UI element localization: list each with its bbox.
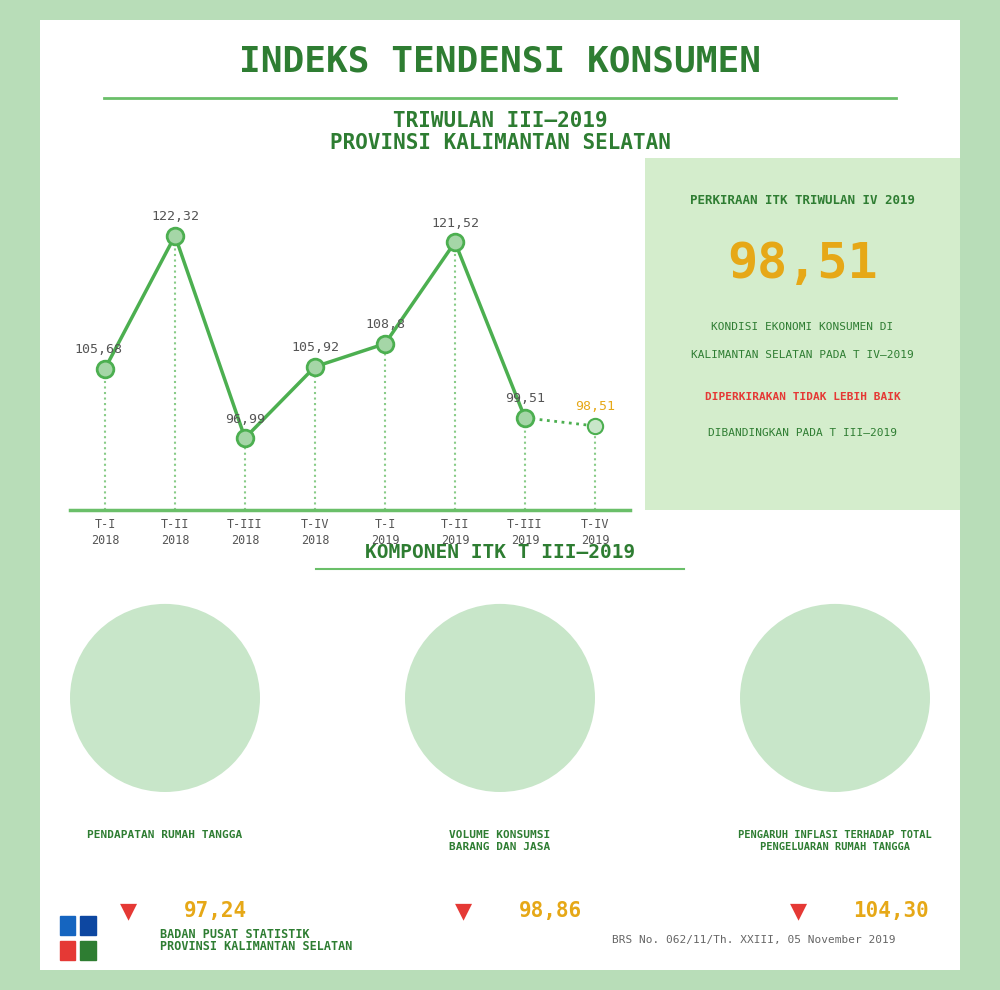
Text: DIPERKIRAKAN TIDAK LEBIH BAIK: DIPERKIRAKAN TIDAK LEBIH BAIK bbox=[705, 392, 900, 402]
Text: 96,99: 96,99 bbox=[225, 413, 265, 426]
Bar bbox=[80, 940, 96, 960]
Text: 104,30: 104,30 bbox=[853, 901, 929, 921]
Text: 99,51: 99,51 bbox=[505, 392, 545, 406]
Text: BADAN PUSAT STATISTIK: BADAN PUSAT STATISTIK bbox=[160, 928, 309, 940]
Text: INDEKS TENDENSI KONSUMEN: INDEKS TENDENSI KONSUMEN bbox=[239, 45, 761, 78]
Text: PENDAPATAN RUMAH TANGGA: PENDAPATAN RUMAH TANGGA bbox=[87, 830, 243, 841]
Ellipse shape bbox=[740, 604, 930, 792]
Text: 97,24: 97,24 bbox=[183, 901, 247, 921]
Text: 108,8: 108,8 bbox=[365, 318, 405, 332]
Text: PENGARUH INFLASI TERHADAP TOTAL
PENGELUARAN RUMAH TANGGA: PENGARUH INFLASI TERHADAP TOTAL PENGELUA… bbox=[738, 830, 932, 851]
Bar bbox=[60, 940, 75, 960]
Text: 98,86: 98,86 bbox=[518, 901, 582, 921]
Bar bbox=[60, 917, 75, 936]
Text: KONDISI EKONOMI KONSUMEN DI: KONDISI EKONOMI KONSUMEN DI bbox=[711, 322, 894, 332]
Text: ▼: ▼ bbox=[120, 901, 137, 921]
Text: KALIMANTAN SELATAN PADA T IV—2019: KALIMANTAN SELATAN PADA T IV—2019 bbox=[691, 350, 914, 360]
FancyBboxPatch shape bbox=[12, 0, 988, 990]
Text: PROVINSI KALIMANTAN SELATAN: PROVINSI KALIMANTAN SELATAN bbox=[330, 134, 670, 153]
Text: 122,32: 122,32 bbox=[151, 210, 199, 223]
Ellipse shape bbox=[70, 604, 260, 792]
Text: KOMPONEN ITK T III—2019: KOMPONEN ITK T III—2019 bbox=[365, 543, 635, 561]
Text: DIBANDINGKAN PADA T III—2019: DIBANDINGKAN PADA T III—2019 bbox=[708, 428, 897, 438]
Text: ▼: ▼ bbox=[790, 901, 807, 921]
Text: VOLUME KONSUMSI
BARANG DAN JASA: VOLUME KONSUMSI BARANG DAN JASA bbox=[449, 830, 551, 851]
Text: 121,52: 121,52 bbox=[431, 217, 479, 230]
Text: PERKIRAAN ITK TRIWULAN IV 2019: PERKIRAAN ITK TRIWULAN IV 2019 bbox=[690, 194, 915, 207]
Bar bbox=[80, 917, 96, 936]
Text: 105,92: 105,92 bbox=[291, 342, 339, 354]
Text: 98,51: 98,51 bbox=[727, 240, 878, 288]
Text: 105,68: 105,68 bbox=[74, 344, 122, 356]
Text: 98,51: 98,51 bbox=[575, 400, 615, 414]
Text: BRS No. 062/11/Th. XXIII, 05 November 2019: BRS No. 062/11/Th. XXIII, 05 November 20… bbox=[612, 935, 896, 944]
Text: TRIWULAN III—2019: TRIWULAN III—2019 bbox=[393, 111, 607, 131]
FancyBboxPatch shape bbox=[626, 138, 979, 531]
Text: PROVINSI KALIMANTAN SELATAN: PROVINSI KALIMANTAN SELATAN bbox=[160, 940, 352, 953]
Text: ▼: ▼ bbox=[455, 901, 472, 921]
Ellipse shape bbox=[405, 604, 595, 792]
